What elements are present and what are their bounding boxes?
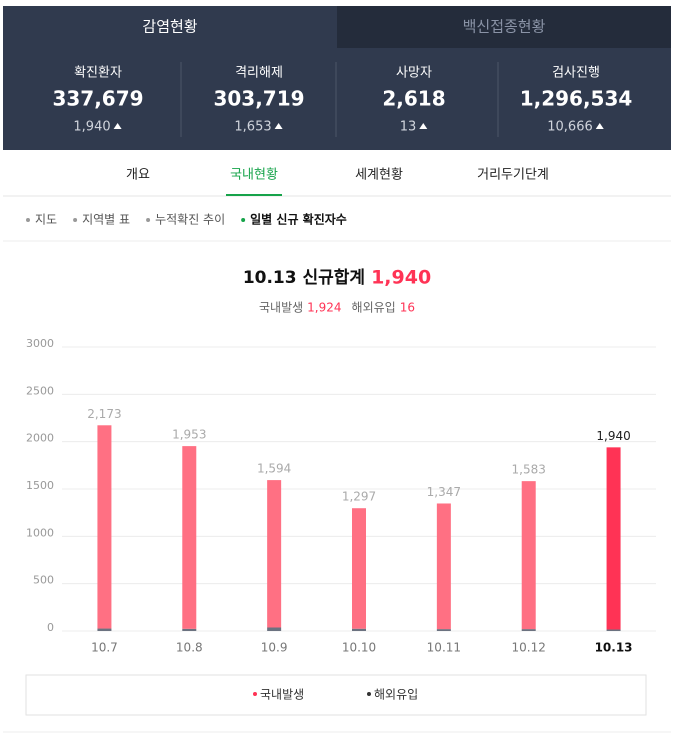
bar-segment bbox=[97, 425, 112, 629]
total-label: 1,953 bbox=[172, 428, 206, 442]
legend-label[interactable]: 국내발생 bbox=[260, 688, 304, 702]
bullet bbox=[241, 218, 246, 222]
legend-dot bbox=[367, 692, 371, 696]
y-tick-label: 0 bbox=[47, 621, 54, 634]
y-tick-label: 500 bbox=[33, 574, 54, 587]
x-tick-label: 10.9 bbox=[261, 641, 288, 655]
up-arrow bbox=[595, 123, 604, 129]
chart-subtitle: 국내발생 bbox=[259, 301, 303, 315]
total-label: 1,297 bbox=[342, 490, 376, 504]
nav-underline bbox=[226, 194, 282, 196]
bar-segment bbox=[521, 481, 536, 630]
bar-segment bbox=[352, 508, 366, 629]
bar-segment bbox=[267, 480, 282, 628]
bullet bbox=[26, 218, 30, 222]
nav-item[interactable]: 개요 bbox=[126, 168, 150, 183]
submenu-item[interactable]: 누적확진 추이 bbox=[155, 213, 225, 227]
stat-label: 검사진행 bbox=[552, 65, 600, 81]
chart-title-value: 1,940 bbox=[371, 267, 431, 289]
stat-label: 확진환자 bbox=[74, 66, 122, 81]
bar-segment bbox=[97, 628, 112, 631]
submenu-item[interactable]: 지역별 표 bbox=[82, 213, 130, 227]
bar-segment bbox=[606, 447, 621, 630]
tab[interactable]: 백신접종현황 bbox=[463, 18, 546, 36]
legend-dot bbox=[253, 692, 257, 696]
stat-label: 격리해제 bbox=[235, 66, 283, 81]
chart-subtitle: 해외유입 bbox=[352, 301, 396, 315]
stat-change: 1,940 bbox=[73, 120, 110, 135]
bar-segment bbox=[606, 629, 621, 631]
stat-value: 1,296,534 bbox=[520, 87, 633, 111]
total-label: 1,940 bbox=[596, 429, 630, 443]
up-arrow bbox=[419, 123, 428, 129]
inactive-tab-bg bbox=[337, 6, 671, 48]
total-label: 1,347 bbox=[427, 485, 461, 499]
bullet bbox=[146, 218, 151, 222]
submenu-item[interactable]: 지도 bbox=[35, 213, 57, 227]
x-tick-label: 10.10 bbox=[342, 641, 376, 655]
y-tick-label: 1500 bbox=[26, 479, 54, 492]
y-tick-label: 1000 bbox=[26, 526, 54, 539]
legend-box bbox=[25, 674, 647, 716]
stat-value: 2,618 bbox=[382, 87, 445, 111]
stat-change: 10,666 bbox=[547, 120, 593, 135]
x-tick-label: 10.8 bbox=[176, 641, 203, 655]
bar-segment bbox=[436, 629, 451, 631]
submenu-item[interactable]: 일별 신규 확진자수 bbox=[250, 212, 347, 227]
nav-item[interactable]: 세계현황 bbox=[355, 168, 403, 183]
y-tick-label: 2500 bbox=[26, 384, 54, 397]
stat-change: 1,653 bbox=[234, 120, 271, 135]
stat-label: 사망자 bbox=[396, 66, 432, 81]
y-tick-label: 3000 bbox=[26, 337, 54, 350]
bar-segment bbox=[521, 629, 536, 631]
up-arrow bbox=[274, 123, 283, 129]
stat-change: 13 bbox=[400, 120, 417, 135]
bar-segment bbox=[267, 627, 282, 631]
bar-segment bbox=[352, 628, 366, 631]
legend-label[interactable]: 해외유입 bbox=[374, 688, 418, 702]
total-label: 1,594 bbox=[257, 462, 291, 476]
x-tick-label: 10.7 bbox=[91, 641, 118, 655]
stat-value: 337,679 bbox=[52, 87, 143, 111]
total-label: 2,173 bbox=[87, 407, 121, 421]
bar-segment bbox=[436, 503, 451, 630]
x-tick-label: 10.11 bbox=[427, 641, 461, 655]
chart-subtitle: 16 bbox=[400, 301, 415, 315]
x-tick-label: 10.13 bbox=[595, 641, 633, 655]
nav-item[interactable]: 국내현황 bbox=[230, 168, 278, 183]
tab[interactable]: 감염현황 bbox=[142, 18, 197, 36]
nav-item[interactable]: 거리두기단계 bbox=[477, 168, 549, 183]
bullet bbox=[73, 218, 78, 222]
chart-title: 10.13 신규합계 bbox=[243, 267, 365, 288]
bar-segment bbox=[182, 446, 197, 629]
bar-segment bbox=[182, 628, 197, 631]
x-tick-label: 10.12 bbox=[512, 641, 546, 655]
up-arrow bbox=[113, 123, 122, 129]
stat-value: 303,719 bbox=[213, 87, 304, 111]
chart-subtitle: 1,924 bbox=[307, 301, 341, 315]
y-tick-label: 2000 bbox=[26, 432, 54, 445]
total-label: 1,583 bbox=[512, 463, 546, 477]
